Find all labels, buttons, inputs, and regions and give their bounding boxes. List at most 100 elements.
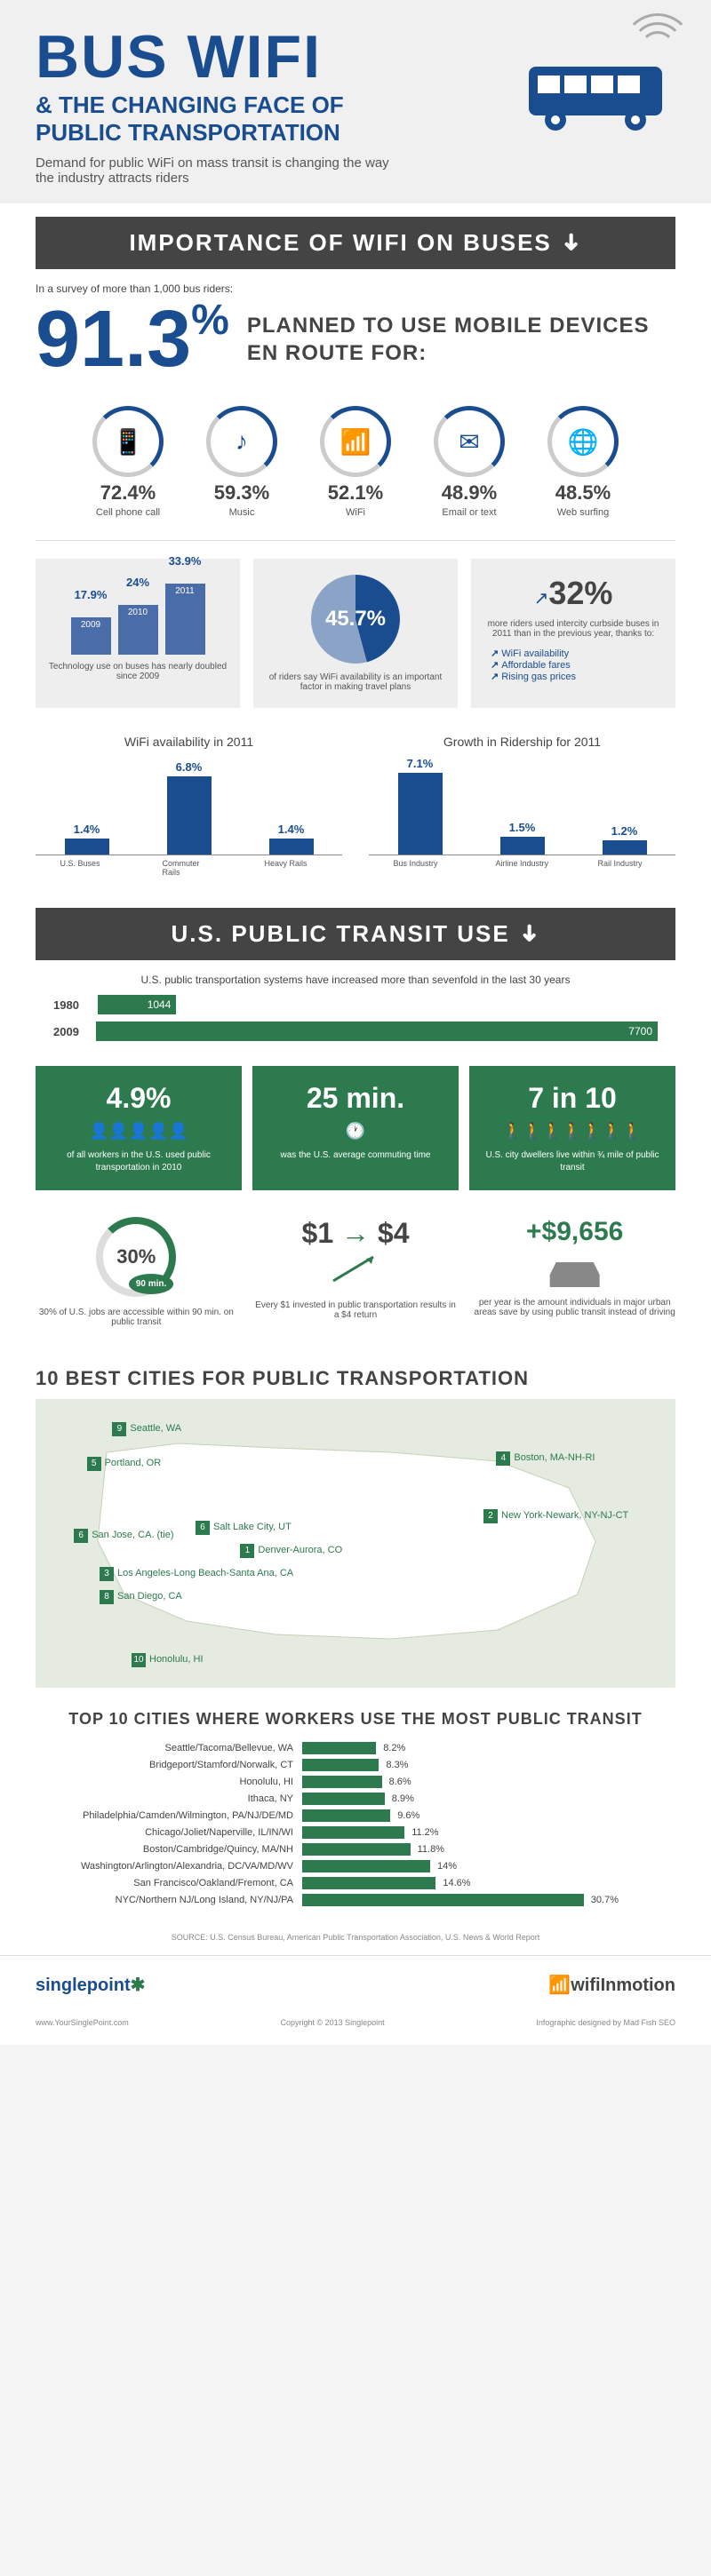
list-item: Rising gas prices: [491, 671, 665, 682]
top10-row: Honolulu, HI8.6%: [53, 1776, 658, 1788]
arrow-up-chart-icon: [329, 1250, 382, 1285]
usage-item: ♪ 59.3% Music: [193, 406, 291, 518]
top10-row: Chicago/Joliet/Naperville, IL/IN/WI11.2%: [53, 1826, 658, 1839]
tech-bars-chart: 17.9%200924%201033.9%2011: [46, 575, 229, 655]
green-box: 4.9%👤👤👤👤👤of all workers in the U.S. used…: [36, 1066, 242, 1190]
usage-ring-icon: 📶: [320, 406, 391, 477]
footer-credit: Infographic designed by Mad Fish SEO: [536, 2018, 675, 2027]
chart-b-bars: 7.1%1.5%1.2%: [369, 758, 675, 855]
footer-copyright: Copyright © 2013 Singlepoint: [280, 2018, 384, 2027]
pie-caption: of riders say WiFi availability is an im…: [264, 672, 447, 692]
usage-label: Email or text: [420, 507, 518, 518]
box-32-list: WiFi availabilityAffordable faresRising …: [482, 648, 665, 682]
city-pin: 9Seattle, WA: [112, 1422, 181, 1436]
chart-a-title: WiFi availability in 2011: [36, 735, 342, 749]
headline-text: PLANNED TO USE MOBILE DEVICES EN ROUTE F…: [247, 312, 675, 367]
city-pin: 8San Diego, CA: [100, 1590, 182, 1604]
usage-pct: 48.5%: [534, 481, 632, 505]
horizontal-bars: 19801044 20097700: [0, 995, 711, 1066]
ring-value: 30%: [116, 1245, 156, 1268]
city-pin: 6San Jose, CA. (tie): [74, 1529, 173, 1543]
percent-symbol: %: [191, 297, 229, 344]
bus-icon: [524, 53, 675, 133]
top10-row: Philadelphia/Camden/Wilmington, PA/NJ/DE…: [53, 1809, 658, 1822]
usage-pct: 72.4%: [79, 481, 177, 505]
box-32-value: 32%: [548, 575, 612, 611]
cities-map: 9Seattle, WA 5Portland, OR 6San Jose, CA. …: [36, 1399, 675, 1688]
green-box: 7 in 10🚶🚶🚶🚶🚶🚶🚶U.S. city dwellers live wi…: [469, 1066, 675, 1190]
transit-intro: U.S. public transportation systems have …: [0, 960, 711, 995]
stat-savings-text: per year is the amount individuals in ma…: [474, 1298, 675, 1317]
stat-investment-text: Every $1 invested in public transportati…: [255, 1300, 457, 1320]
usage-item: 📱 72.4% Cell phone call: [79, 406, 177, 518]
city-pin: 1Denver-Aurora, CO: [240, 1544, 342, 1558]
usage-icons-row: 📱 72.4% Cell phone call ♪ 59.3% Music 📶 …: [36, 397, 675, 541]
usage-label: WiFi: [307, 507, 404, 518]
usage-ring-icon: ✉: [434, 406, 505, 477]
usage-label: Web surfing: [534, 507, 632, 518]
usage-item: 🌐 48.5% Web surfing: [534, 406, 632, 518]
usage-ring-icon: ♪: [206, 406, 277, 477]
usage-ring-icon: 📱: [92, 406, 164, 477]
usage-label: Cell phone call: [79, 507, 177, 518]
chart-wifi-availability: WiFi availability in 2011 1.4%6.8%1.4% U…: [36, 735, 342, 877]
box-32-text: more riders used intercity curbside buse…: [482, 619, 665, 639]
green-box: 25 min.🕐was the U.S. average commuting t…: [252, 1066, 459, 1190]
stat-jobs-text: 30% of U.S. jobs are accessible within 9…: [36, 1308, 237, 1327]
top10-row: Bridgeport/Stamford/Norwalk, CT8.3%: [53, 1759, 658, 1771]
top10-chart: Seattle/Tacoma/Bellevue, WA8.2% Bridgepor…: [0, 1742, 711, 1928]
headline-percent: 91.3: [36, 295, 191, 384]
ring-badge: 90 min.: [129, 1274, 173, 1294]
best-cities-header: 10 BEST CITIES FOR PUBLIC TRANSPORTATION: [0, 1349, 711, 1399]
source-text: SOURCE: U.S. Census Bureau, American Pub…: [0, 1928, 711, 1955]
section-1-banner: IMPORTANCE OF WIFI ON BUSES➜: [36, 217, 675, 269]
chart-a-bars: 1.4%6.8%1.4%: [36, 758, 342, 855]
tech-growth-box: 17.9%200924%201033.9%2011 Technology use…: [36, 559, 240, 708]
pie-chart: 45.7%: [311, 575, 400, 664]
top10-row: Seattle/Tacoma/Bellevue, WA8.2%: [53, 1742, 658, 1754]
top10-row: NYC/Northern NJ/Long Island, NY/NJ/PA30.…: [53, 1894, 658, 1906]
list-item: WiFi availability: [491, 648, 665, 659]
car-icon: [544, 1256, 606, 1287]
usage-ring-icon: 🌐: [547, 406, 619, 477]
stat-jobs: 30% 90 min. 30% of U.S. jobs are accessi…: [36, 1217, 237, 1327]
city-pin: 5Portland, OR: [87, 1457, 162, 1471]
stat-savings: +$9,656 per year is the amount individua…: [474, 1217, 675, 1327]
two-charts-row: WiFi availability in 2011 1.4%6.8%1.4% U…: [0, 726, 711, 894]
city-pin: 2New York-Newark, NY-NJ-CT: [483, 1509, 628, 1523]
usage-item: ✉ 48.9% Email or text: [420, 406, 518, 518]
footer-url: www.YourSinglePoint.com: [36, 2018, 129, 2027]
city-pin: 4Boston, MA-NH-RI: [496, 1451, 595, 1466]
headline-stat: 91.3% PLANNED TO USE MOBILE DEVICES EN R…: [0, 299, 711, 397]
top10-row: San Francisco/Oakland/Fremont, CA14.6%: [53, 1877, 658, 1889]
wifiinmotion-logo: 📶wifiInmotion: [548, 1974, 675, 1996]
usage-pct: 59.3%: [193, 481, 291, 505]
usage-pct: 48.9%: [420, 481, 518, 505]
usage-pct: 52.1%: [307, 481, 404, 505]
hbar-row: 19801044: [53, 995, 658, 1014]
footer-bottom: www.YourSinglePoint.com Copyright © 2013…: [0, 2014, 711, 2045]
section-1-title: IMPORTANCE OF WIFI ON BUSES: [129, 229, 551, 256]
singlepoint-logo: singlepoint✱: [36, 1974, 145, 1996]
hbar-row: 20097700: [53, 1022, 658, 1041]
top10-row: Boston/Cambridge/Quincy, MA/NH11.8%: [53, 1843, 658, 1856]
city-pin: 3Los Angeles-Long Beach-Santa Ana, CA: [100, 1567, 293, 1581]
header-description: Demand for public WiFi on mass transit i…: [36, 155, 409, 186]
savings-value: +$9,656: [474, 1217, 675, 1247]
section-2-title: U.S. PUBLIC TRANSIT USE: [172, 920, 510, 947]
chart-ridership-growth: Growth in Ridership for 2011 7.1%1.5%1.2…: [369, 735, 675, 877]
arrow-up-icon: ↗: [534, 589, 549, 608]
stat-investment: $1 → $4 Every $1 invested in public tran…: [255, 1217, 457, 1327]
growth-32-box: ↗32% more riders used intercity curbside…: [471, 559, 675, 708]
stat-ring-30: 30% 90 min.: [96, 1217, 176, 1297]
pie-box: 45.7% of riders say WiFi availability is…: [253, 559, 458, 708]
usage-item: 📶 52.1% WiFi: [307, 406, 404, 518]
chart-b-title: Growth in Ridership for 2011: [369, 735, 675, 749]
city-pin: 10Honolulu, HI: [132, 1653, 204, 1667]
top10-row: Ithaca, NY8.9%: [53, 1793, 658, 1805]
green-boxes-row: 4.9%👤👤👤👤👤of all workers in the U.S. used…: [0, 1066, 711, 1208]
dollar-stat: $1 → $4: [255, 1217, 457, 1250]
list-item: Affordable fares: [491, 659, 665, 671]
footer: singlepoint✱ 📶wifiInmotion: [0, 1955, 711, 2014]
top10-row: Washington/Arlington/Alexandria, DC/VA/M…: [53, 1860, 658, 1872]
